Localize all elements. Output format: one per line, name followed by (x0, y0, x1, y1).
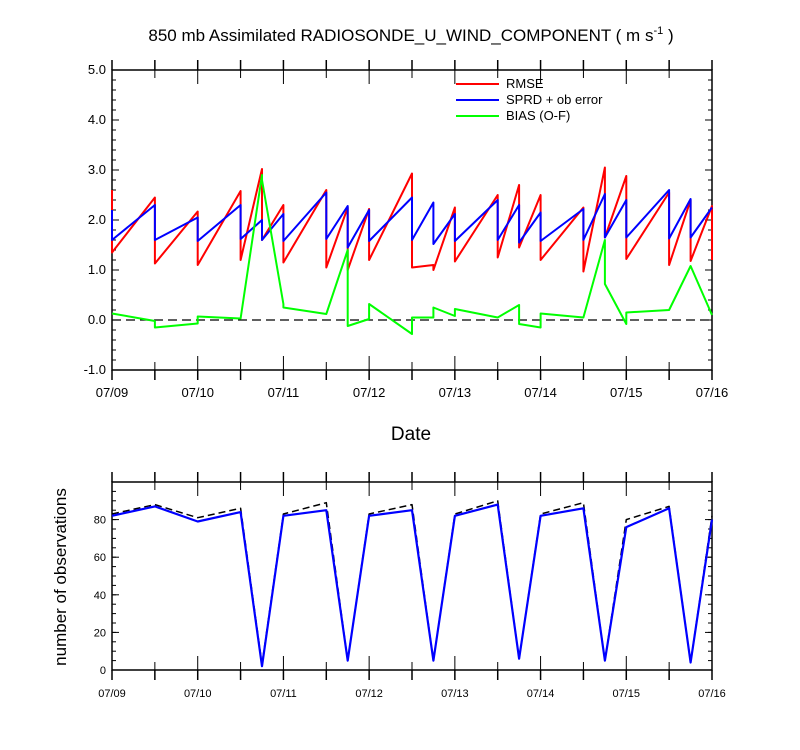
bottom-xtick-label: 07/15 (613, 688, 641, 700)
bottom-xtick-label: 07/12 (355, 688, 383, 700)
series-line-sprd-ob-error (111, 189, 713, 249)
top-ytick-label: 2.0 (88, 212, 106, 227)
top-xtick-label: 07/15 (610, 385, 643, 400)
chart-title: 850 mb Assimilated RADIOSONDE_U_WIND_COM… (148, 25, 673, 45)
y-axis-label-bottom: number of observations (51, 488, 70, 666)
legend-label-rmse: RMSE (506, 76, 544, 91)
bottom-xtick-label: 07/16 (698, 688, 726, 700)
bottom-ytick-label: 60 (94, 552, 106, 564)
chart-title-main: 850 mb Assimilated RADIOSONDE_U_WIND_COM… (148, 26, 653, 45)
bottom-ytick-label: 0 (100, 665, 106, 677)
series-line-used (111, 503, 714, 668)
bottom-plot: 0 20 40 60 80 07/09 07/10 07/11 07/12 07/13 07/14 0… (94, 472, 726, 700)
top-xtick-label: 07/13 (439, 385, 472, 400)
series-line-rmse (111, 166, 713, 273)
legend-label-bias-o-f: BIAS (O-F) (506, 108, 570, 123)
chart-title-superscript: -1 (653, 25, 663, 37)
top-plot: -1.0 0.0 1.0 2.0 3.0 4.0 5.0 07/09 07/10 07/11 07/… (84, 60, 729, 400)
legend-label-sprd-ob-error: SPRD + ob error (506, 92, 603, 107)
top-xtick-label: 07/12 (353, 385, 386, 400)
bottom-ytick-label: 40 (94, 590, 106, 602)
bottom-xtick-label: 07/11 (270, 688, 297, 700)
bottom-xtick-label: 07/10 (184, 688, 212, 700)
top-ytick-label: 4.0 (88, 112, 106, 127)
bottom-xtick-label: 07/14 (527, 688, 555, 700)
top-ytick-label: -1.0 (84, 362, 106, 377)
bottom-xtick-label: 07/13 (441, 688, 469, 700)
series-line-bias-o-f (111, 174, 713, 335)
top-ytick-label: 3.0 (88, 162, 106, 177)
top-ytick-label: 5.0 (88, 62, 106, 77)
top-ytick-label: 1.0 (88, 262, 106, 277)
top-xtick-label: 07/11 (268, 385, 300, 400)
top-ytick-label: 0.0 (88, 312, 106, 327)
bottom-ytick-label: 20 (94, 627, 106, 639)
top-xtick-label: 07/16 (696, 385, 729, 400)
chart-title-end: ) (663, 26, 673, 45)
series-line-possible (111, 500, 713, 666)
top-xtick-label: 07/10 (181, 385, 214, 400)
bottom-ytick-label: 80 (94, 515, 106, 527)
top-xtick-label: 07/09 (96, 385, 129, 400)
top-xtick-label: 07/14 (524, 385, 557, 400)
bottom-xtick-label: 07/09 (98, 688, 126, 700)
x-axis-label: Date (391, 424, 431, 445)
